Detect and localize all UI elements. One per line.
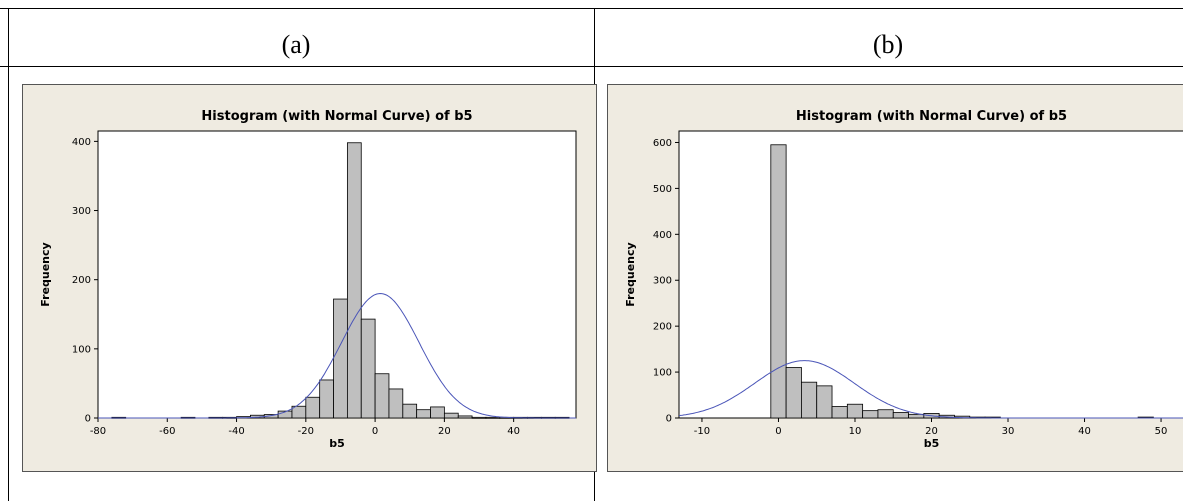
histogram-bar	[816, 385, 833, 419]
x-tick-label: 20	[438, 426, 451, 437]
histogram-bar	[785, 367, 802, 419]
x-tick-label: 20	[925, 426, 938, 437]
x-tick-label: -80	[90, 426, 106, 437]
chart-a-container: Histogram (with Normal Curve) of b5 0 100 2…	[22, 84, 597, 472]
chart-b-container: Histogram (with Normal Curve) of b5 0 100 2…	[607, 84, 1183, 472]
y-tick-label: 100	[72, 344, 91, 355]
histogram-bar	[443, 412, 459, 419]
histogram-bar	[333, 298, 348, 419]
x-tick-label: -20	[298, 426, 314, 437]
histogram-bar	[801, 381, 818, 419]
y-tick-label: 200	[72, 275, 91, 286]
plot-area	[678, 130, 1183, 419]
x-tick-label: 40	[1078, 426, 1091, 437]
x-axis-label: b5	[924, 437, 940, 450]
histogram-bar	[831, 406, 848, 419]
x-tick-label: 10	[849, 426, 862, 437]
panel-a-caption: (a)	[281, 30, 311, 59]
histogram-bar	[402, 403, 418, 419]
x-tick-label: 0	[372, 426, 378, 437]
y-axis-label: Frequency	[624, 242, 637, 306]
y-tick-label: 400	[72, 137, 91, 148]
y-tick-label: 400	[653, 230, 672, 241]
histogram-chart-a: Histogram (with Normal Curve) of b5 0 100 2…	[39, 109, 577, 450]
histogram-bar	[892, 412, 909, 419]
histogram-bar	[416, 409, 431, 419]
x-tick-label: -10	[694, 426, 710, 437]
histogram-bar	[877, 409, 894, 419]
panel-b-caption: (b)	[872, 30, 904, 59]
histogram-bar	[388, 388, 404, 419]
y-tick-label: 300	[653, 276, 672, 287]
x-tick-label: -60	[159, 426, 175, 437]
x-tick-label: 30	[1002, 426, 1015, 437]
histogram-chart-b: Histogram (with Normal Curve) of b501002…	[624, 109, 1183, 450]
histogram-bar	[305, 396, 321, 419]
y-axis-label: Frequency	[39, 242, 52, 306]
y-tick-label: 200	[653, 322, 672, 333]
chart-title: Histogram (with Normal Curve) of b5	[796, 109, 1067, 124]
histogram-bar	[319, 379, 334, 419]
histogram-bar	[360, 318, 376, 419]
table-header-divider	[0, 66, 1183, 67]
y-tick-label: 600	[653, 138, 672, 149]
histogram-bar	[770, 144, 787, 419]
x-tick-label: 50	[1155, 426, 1168, 437]
y-tick-label: 300	[72, 206, 91, 217]
y-tick-label: 500	[653, 184, 672, 195]
histogram-bar	[846, 403, 864, 419]
x-tick-label: 0	[775, 426, 781, 437]
histogram-bar	[430, 406, 445, 419]
histogram-bar	[346, 142, 362, 419]
chart-title: Histogram (with Normal Curve) of b5	[201, 109, 472, 124]
histogram-bar	[471, 416, 487, 419]
x-axis-label: b5	[329, 437, 345, 450]
y-tick-label: 0	[666, 414, 672, 425]
table-top-border	[0, 8, 1183, 9]
x-tick-label: -40	[228, 426, 244, 437]
normal-curve	[678, 360, 1183, 419]
x-tick-label: 40	[507, 426, 520, 437]
y-tick-label: 100	[653, 368, 672, 379]
y-tick-label: 0	[85, 414, 91, 425]
histogram-bar	[457, 415, 473, 419]
histogram-bar	[862, 410, 879, 419]
histogram-bar	[485, 416, 501, 419]
histogram-bar	[374, 373, 390, 419]
normal-curve	[98, 292, 576, 419]
table-left-border	[8, 8, 9, 501]
